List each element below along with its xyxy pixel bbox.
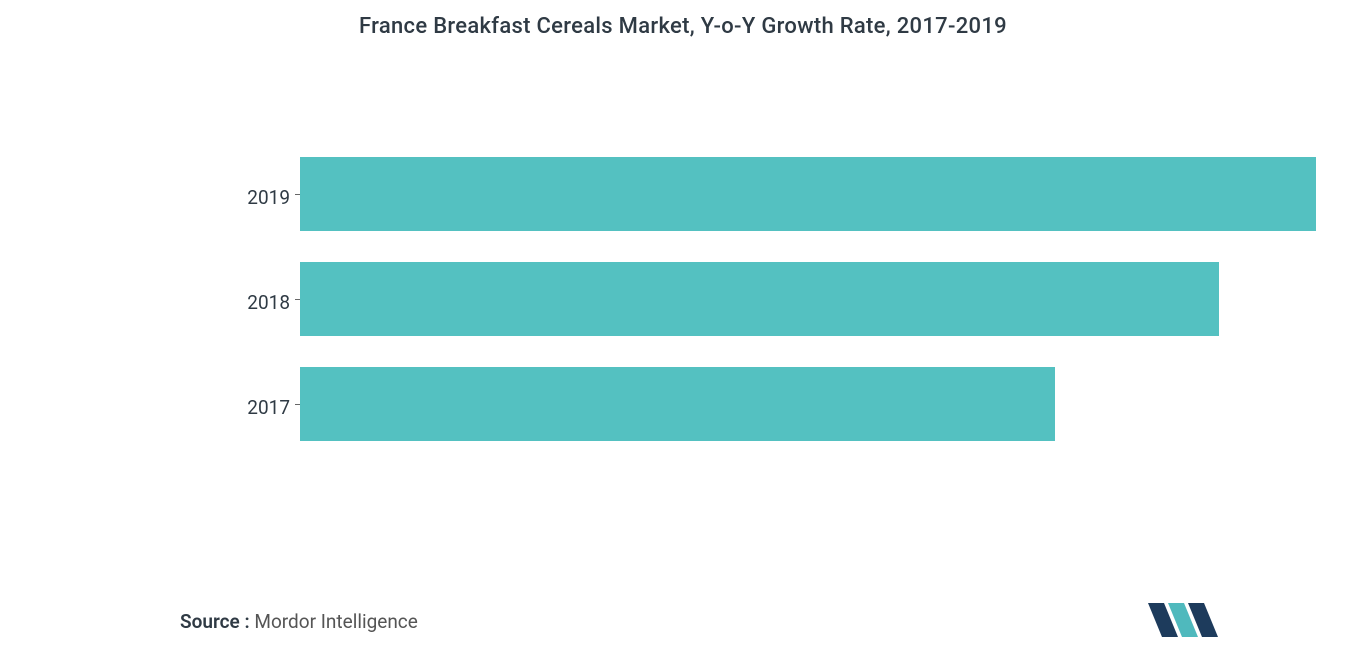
source-attribution: Source : Mordor Intelligence xyxy=(180,610,418,633)
y-axis-label-2019: 2019 xyxy=(230,186,290,209)
bar-2018 xyxy=(300,262,1219,336)
bar-2019 xyxy=(300,157,1316,231)
y-axis-label-2018: 2018 xyxy=(230,291,290,314)
chart-title: France Breakfast Cereals Market, Y-o-Y G… xyxy=(0,0,1366,39)
bar-2017 xyxy=(300,367,1055,441)
chart-area: 2019 2018 2017 xyxy=(0,80,1366,530)
y-axis-label-2017: 2017 xyxy=(230,396,290,419)
source-label: Source : xyxy=(180,610,250,633)
brand-logo xyxy=(1148,599,1218,637)
plot-area xyxy=(300,80,1316,530)
source-name: Mordor Intelligence xyxy=(250,610,418,633)
